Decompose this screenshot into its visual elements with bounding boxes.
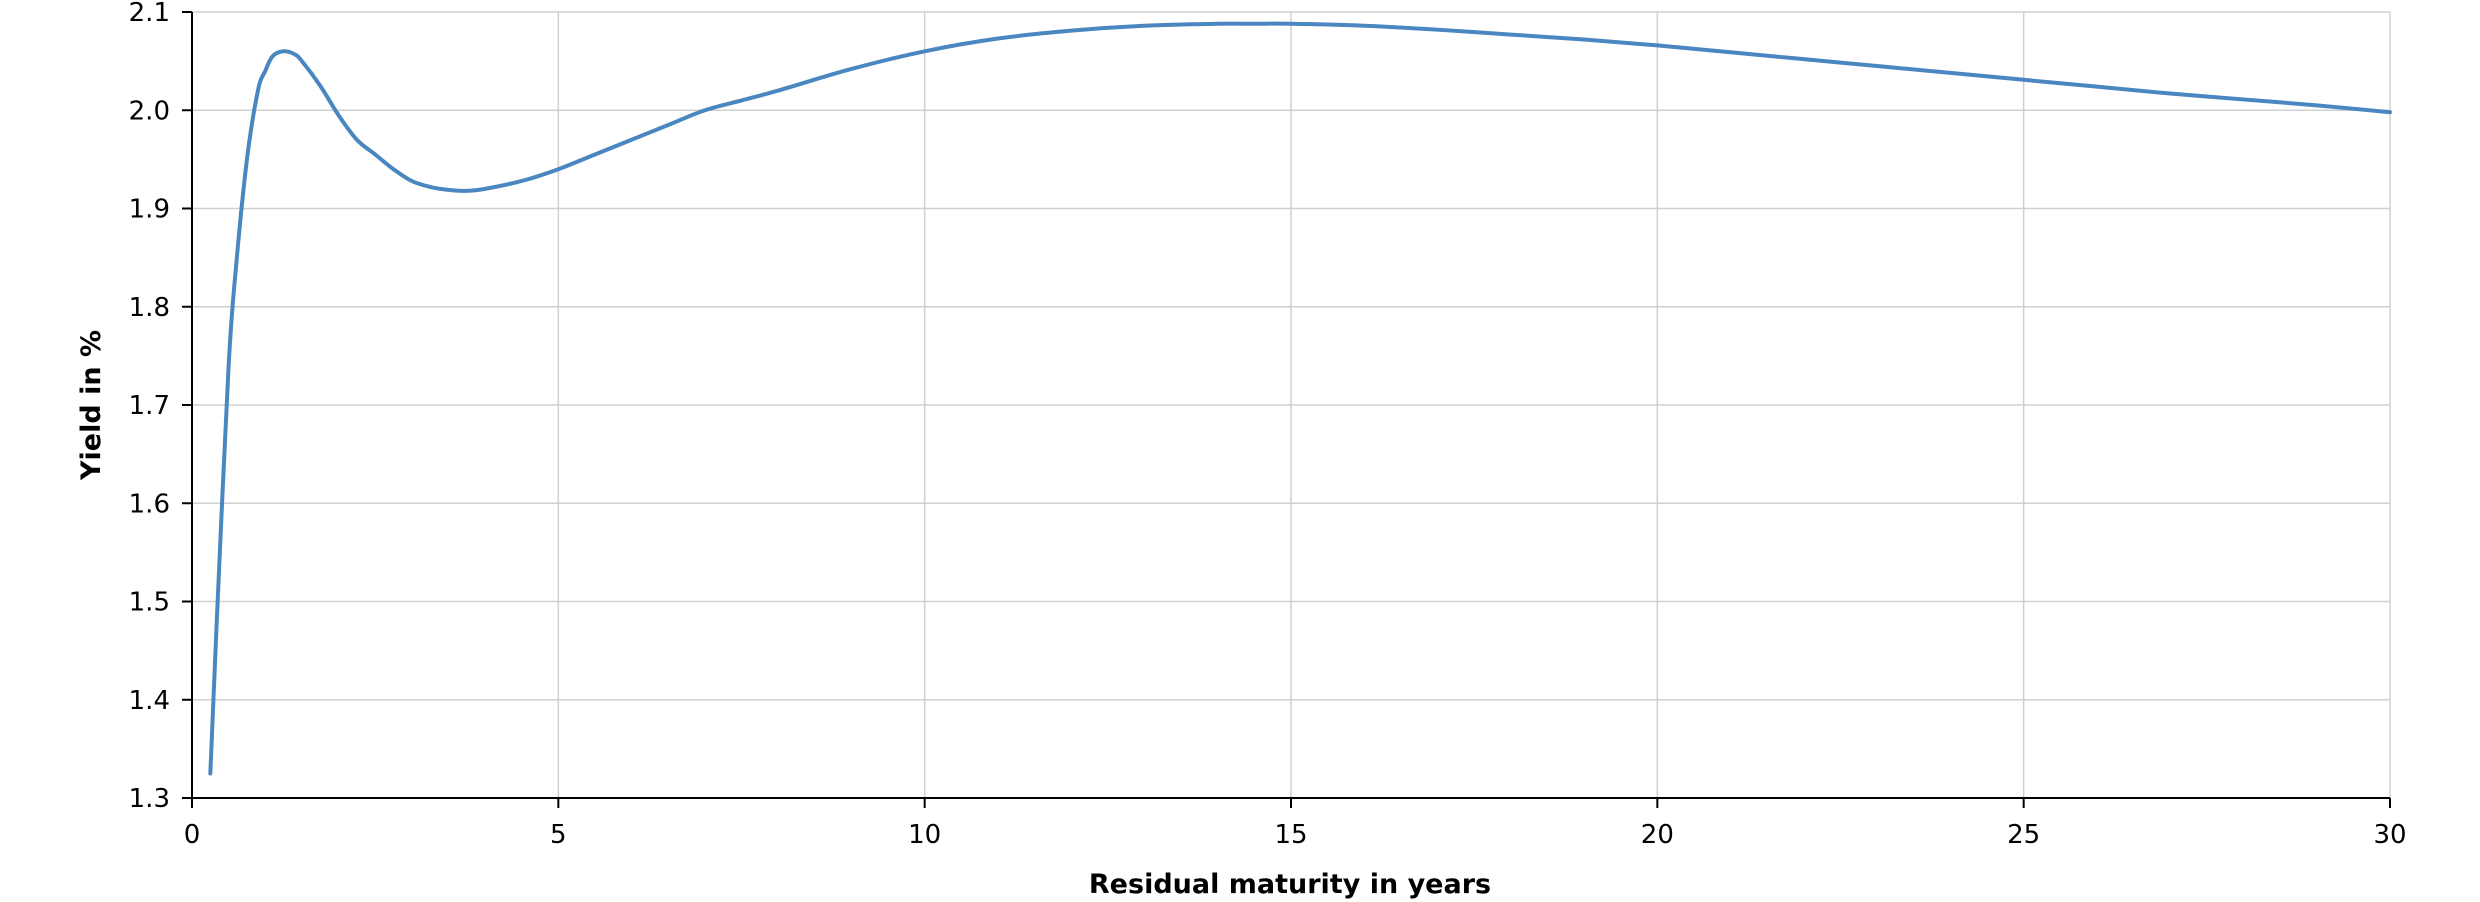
y-tick-label: 2.1 bbox=[129, 0, 170, 28]
grid-lines bbox=[192, 11, 2391, 798]
tick-labels: 1.3 1.4 1.5 1.6 1.7 1.8 1.9 2.0 2.1 0 5 10 15 20 25 30 bbox=[129, 0, 2407, 850]
y-tick-label: 1.6 bbox=[129, 489, 170, 519]
y-tick-label: 1.8 bbox=[129, 293, 170, 323]
y-tick-label: 1.4 bbox=[129, 686, 170, 716]
y-tick-label: 2.0 bbox=[129, 96, 170, 126]
x-tick-label: 5 bbox=[550, 820, 567, 850]
x-tick-label: 10 bbox=[908, 820, 941, 850]
x-tick-label: 30 bbox=[2373, 820, 2406, 850]
y-tick-label: 1.7 bbox=[129, 391, 170, 421]
y-tick-label: 1.9 bbox=[129, 195, 170, 225]
y-tick-label: 1.3 bbox=[129, 784, 170, 814]
x-tick-label: 25 bbox=[2007, 820, 2040, 850]
x-tick-label: 0 bbox=[184, 820, 201, 850]
y-axis-title: Yield in % bbox=[76, 330, 107, 481]
y-tick-label: 1.5 bbox=[129, 588, 170, 618]
axes bbox=[182, 11, 2391, 808]
yield-curve-line bbox=[208, 21, 2392, 776]
x-tick-label: 20 bbox=[1641, 820, 1674, 850]
series-layer bbox=[208, 21, 2392, 776]
x-tick-label: 15 bbox=[1274, 820, 1307, 850]
x-axis-title: Residual maturity in years bbox=[1089, 869, 1491, 900]
